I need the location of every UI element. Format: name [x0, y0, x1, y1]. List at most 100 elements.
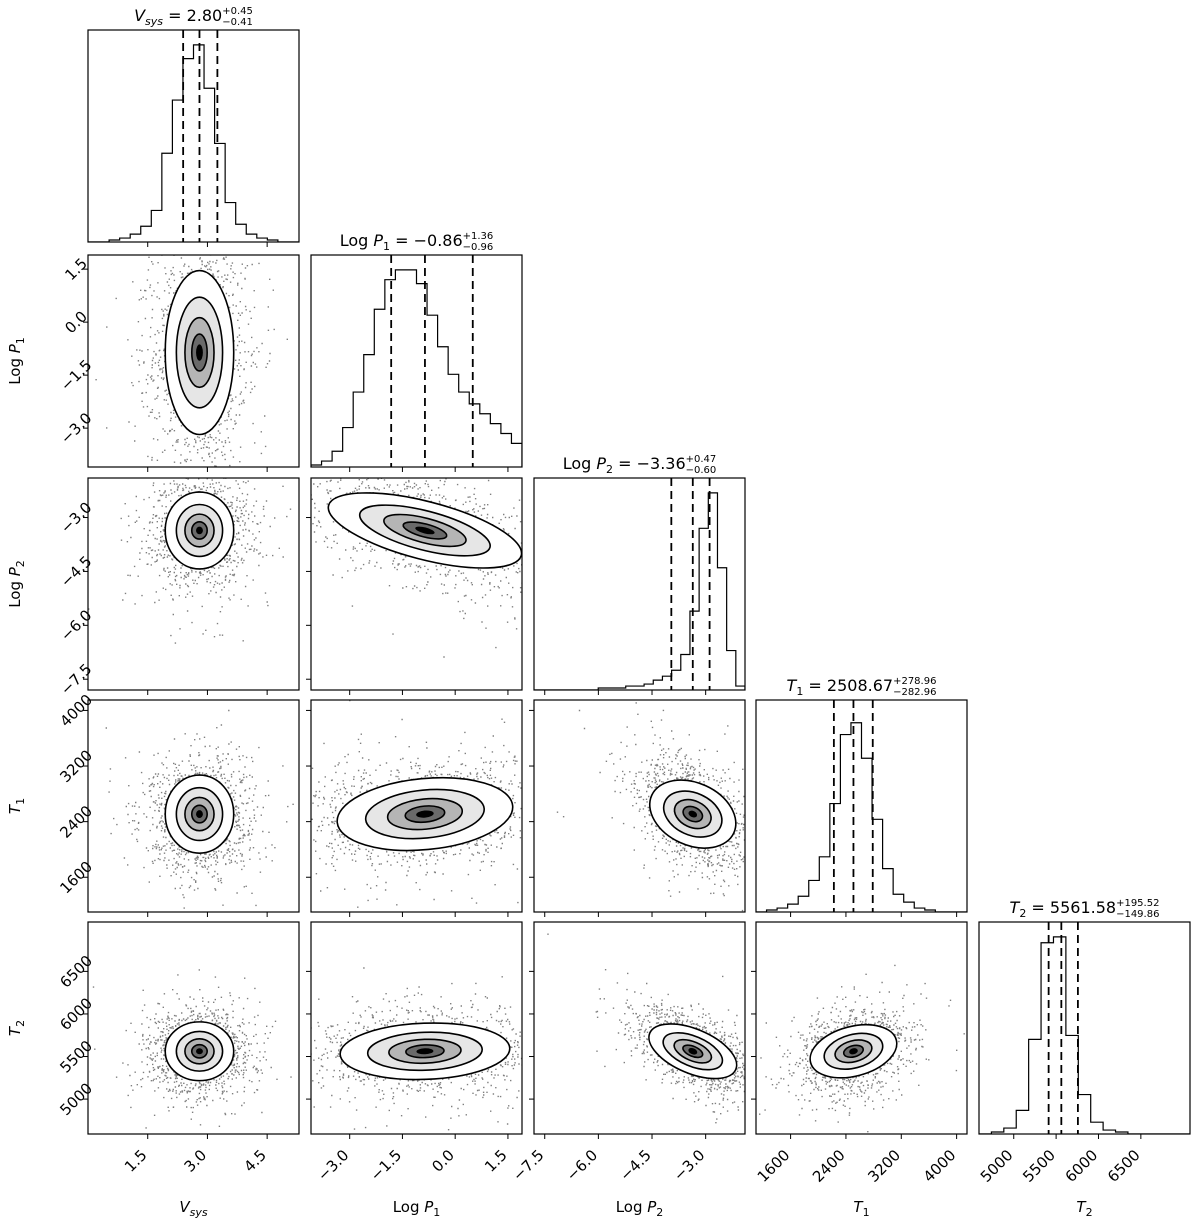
title-subscript: 1 — [383, 240, 390, 253]
title-minus-error: −0.96 — [463, 242, 494, 253]
contour-3 — [405, 1044, 445, 1059]
contour-3 — [842, 1044, 864, 1059]
title-minus-error: −0.60 — [686, 465, 717, 476]
x-tick-label-logp2: −3.0 — [670, 1146, 708, 1184]
label-symbol: T — [853, 1198, 864, 1216]
panel-frame — [87, 254, 300, 468]
density-t2-logp2 — [547, 933, 745, 1124]
panel-frame — [87, 29, 300, 243]
x-tick-label-vsys: 1.5 — [121, 1146, 151, 1176]
contour-1 — [175, 296, 224, 409]
y-tick-label-logp1: 0.0 — [61, 308, 91, 338]
title-plus-error: +1.36 — [463, 231, 494, 242]
histogram-t2 — [979, 936, 1190, 1134]
x-tick-label-logp2: −4.5 — [616, 1146, 654, 1184]
title-minus-error: −282.96 — [893, 687, 936, 698]
density-t2-vsys — [92, 969, 292, 1129]
panel-t2-t1: 1600 2400 3200 4000 — [751, 921, 968, 1186]
title-plus-error: +195.52 — [1116, 898, 1159, 909]
contour-2 — [184, 796, 215, 832]
x-tick-label-logp1: 0.0 — [428, 1146, 458, 1176]
y-tick-label-logp1: 1.5 — [61, 255, 91, 285]
contour-2 — [386, 797, 464, 831]
density-level-4 — [196, 526, 203, 535]
label-prefix: Log — [6, 353, 24, 385]
contour-3 — [682, 805, 704, 823]
panel-frame — [533, 699, 746, 913]
contour-1 — [823, 1032, 884, 1070]
title-symbol: T — [1010, 898, 1021, 917]
title-symbol: P — [596, 454, 606, 473]
title-value: = −0.86 — [390, 231, 463, 250]
x-tick-label-logp1: −3.0 — [314, 1146, 352, 1184]
contour-3 — [404, 805, 446, 824]
title-plus-error: +0.45 — [222, 6, 253, 17]
x-tick-label-logp2: −6.0 — [563, 1146, 601, 1184]
title-prefix: Log — [340, 231, 374, 250]
label-subscript: sys — [190, 1206, 208, 1219]
panel-t1-vsys: 1600 2400 3200 4000 — [56, 691, 300, 917]
title-plus-error: +278.96 — [893, 676, 936, 687]
panel-logp2-vsys: −7.5 −6.0 −4.5 −3.0 — [57, 477, 300, 699]
x-tick-label-t1: 3200 — [864, 1146, 904, 1186]
x-tick-label-t1: 2400 — [809, 1146, 849, 1186]
x-tick-label-t2: 5500 — [1019, 1146, 1059, 1186]
contour-1 — [358, 504, 491, 557]
panel-frame — [533, 477, 746, 691]
contour-0 — [809, 1023, 898, 1079]
title-t2: T2 = 5561.58+195.52 −149.86 — [1010, 898, 1160, 920]
x-tick-label-logp1: 1.5 — [481, 1146, 511, 1176]
density-t2-logp1 — [311, 967, 522, 1131]
y-axis-label-t2: T2 — [6, 1020, 27, 1036]
title-symbol: P — [373, 231, 383, 250]
panel-vsys-vsys: Vsys = 2.80+0.45 −0.41 — [87, 6, 300, 247]
x-tick-label-t1: 4000 — [920, 1146, 960, 1186]
y-axis-label-logp1: Log P1 — [6, 337, 27, 385]
label-subscript: 1 — [433, 1206, 440, 1219]
contour-1 — [175, 786, 224, 842]
density-level-4 — [415, 526, 435, 535]
panel-logp1-logp1: Log P1 = −0.86+1.36 −0.96 — [310, 231, 523, 472]
label-subscript: 2 — [14, 560, 27, 567]
density-level-4 — [416, 1048, 434, 1055]
label-subscript: 1 — [14, 798, 27, 805]
density-t2-t1 — [759, 964, 965, 1133]
panel-frame — [310, 477, 523, 691]
x-axis-label-logp2: Log P2 — [616, 1198, 664, 1219]
contour-3 — [190, 804, 208, 824]
density-logp2-vsys — [88, 478, 292, 644]
label-subscript: 1 — [863, 1206, 870, 1219]
density-level-4 — [849, 1048, 858, 1055]
title-value: = −3.36 — [613, 454, 686, 473]
contour-3 — [682, 1044, 704, 1059]
contour-0 — [164, 1021, 235, 1082]
label-prefix: Log — [393, 1198, 425, 1216]
label-prefix: Log — [616, 1198, 648, 1216]
y-tick-label-logp2: −3.0 — [57, 498, 95, 536]
contour-1 — [366, 1031, 483, 1072]
title-symbol: V — [134, 6, 146, 25]
contour-0 — [164, 269, 235, 436]
x-tick-label-logp2: −7.5 — [509, 1146, 547, 1184]
label-subscript: 2 — [14, 1020, 27, 1027]
panel-t1-logp1 — [306, 699, 523, 917]
label-symbol: T — [1076, 1198, 1087, 1216]
y-tick-label-logp1: −1.5 — [57, 356, 95, 394]
panel-logp2-logp2: Log P2 = −3.36+0.47 −0.60 — [533, 454, 746, 695]
contour-3 — [402, 521, 448, 540]
label-symbol: T — [6, 803, 24, 814]
y-tick-label-logp2: −4.5 — [57, 552, 95, 590]
contour-2 — [383, 513, 467, 548]
y-tick-label-t2: 6500 — [56, 952, 96, 992]
title-subscript: sys — [145, 15, 163, 28]
contour-0 — [339, 1022, 511, 1081]
contour-0 — [164, 491, 235, 570]
density-level-4 — [196, 344, 203, 361]
x-axis-label-logp1: Log P1 — [393, 1198, 441, 1219]
x-axis-label-vsys: Vsys — [179, 1198, 208, 1219]
contour-2 — [184, 1037, 215, 1065]
y-tick-label-logp1: −3.0 — [57, 409, 95, 447]
title-value: = 2508.67 — [803, 676, 893, 695]
